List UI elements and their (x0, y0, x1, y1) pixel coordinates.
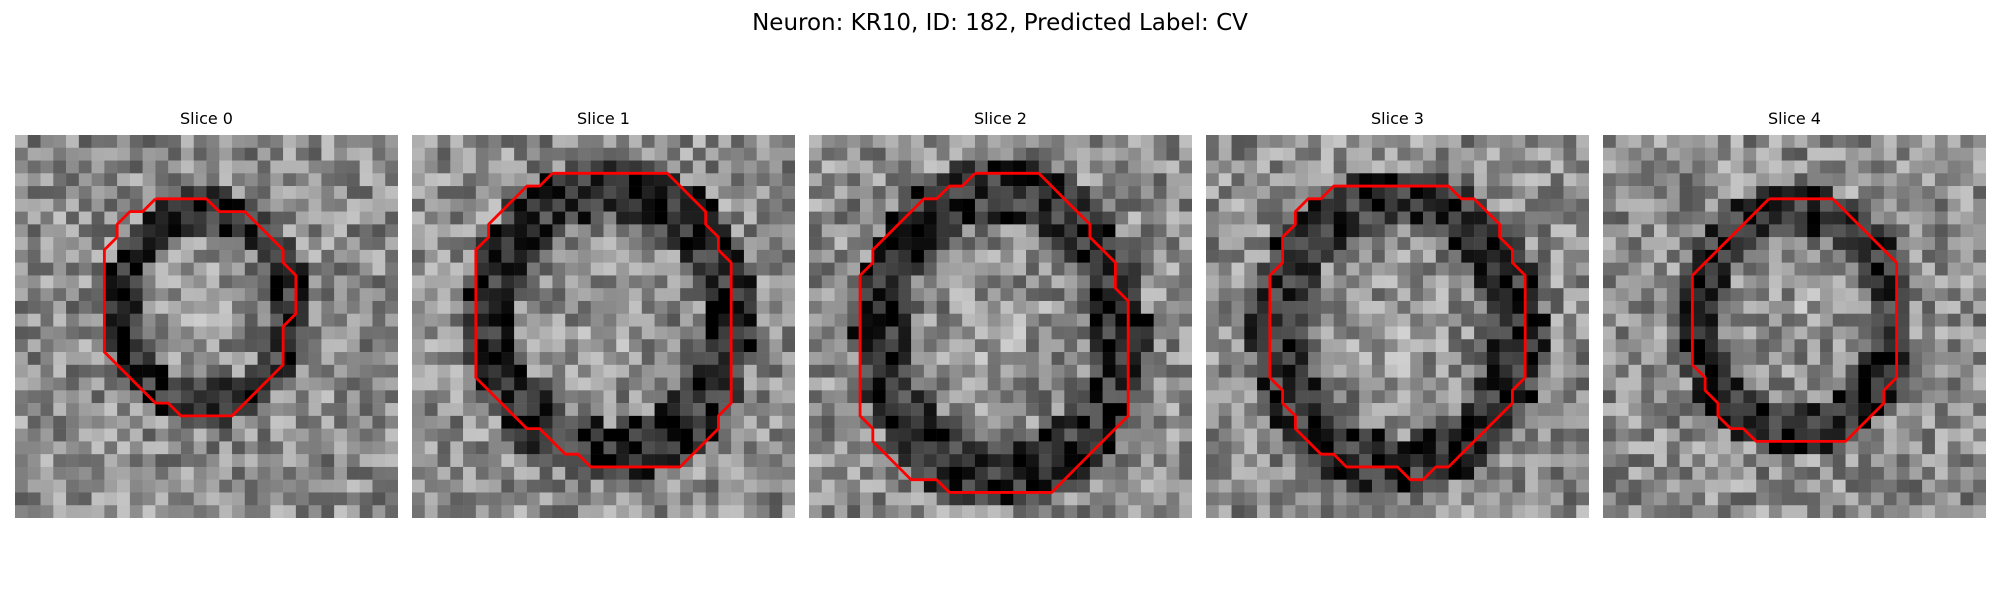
pixel-grid-0 (15, 135, 398, 518)
cell-contour-0 (102, 197, 298, 418)
pixel-grid-1 (412, 135, 795, 518)
cell-contour-4 (1690, 197, 1899, 443)
cell-contour-2 (858, 171, 1130, 494)
slice-image-3 (1206, 135, 1589, 518)
slice-image-2 (809, 135, 1192, 518)
cell-contour-1 (474, 171, 733, 469)
pixel-grid-2 (809, 135, 1192, 518)
slice-image-0 (15, 135, 398, 518)
slice-title-4: Slice 4 (1768, 109, 1821, 128)
slice-image-1 (412, 135, 795, 518)
slice-image-4 (1603, 135, 1986, 518)
slice-title-1: Slice 1 (577, 109, 630, 128)
pixel-grid-3 (1206, 135, 1589, 518)
cell-contour-3 (1268, 184, 1527, 482)
figure-title: Neuron: KR10, ID: 182, Predicted Label: … (752, 10, 1248, 36)
pixel-grid-4 (1603, 135, 1986, 518)
slice-title-0: Slice 0 (180, 109, 233, 128)
slice-title-2: Slice 2 (974, 109, 1027, 128)
slice-title-3: Slice 3 (1371, 109, 1424, 128)
